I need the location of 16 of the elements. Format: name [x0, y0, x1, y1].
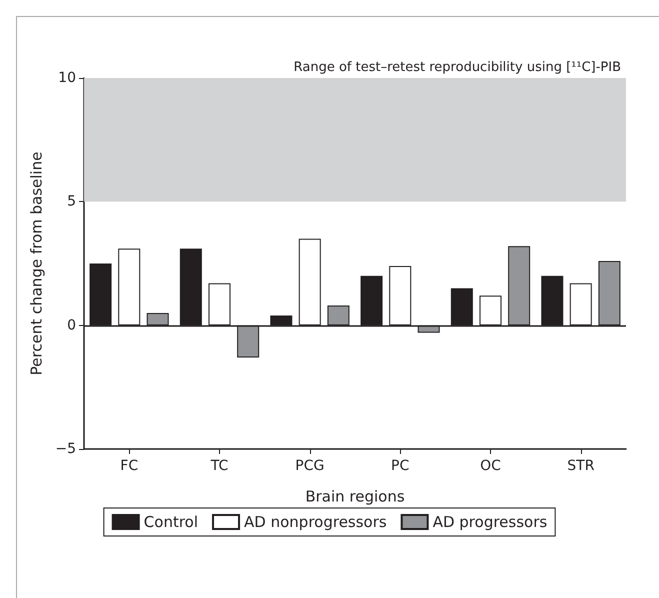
x-tick-label: TC — [210, 458, 228, 474]
band-label: Range of test–retest reproducibility using [¹¹C]-PIB — [294, 60, 621, 75]
x-tick-label: PC — [391, 458, 410, 474]
y-tick-label: 5 — [67, 194, 76, 210]
legend-label: AD progressors — [432, 513, 548, 531]
y-tick-label: −5 — [55, 441, 76, 457]
y-axis-title: Percent change from baseline — [28, 152, 46, 376]
x-tick-label: PCG — [295, 458, 324, 474]
x-tick-label: FC — [120, 458, 138, 474]
x-tick-label: OC — [480, 458, 502, 474]
y-tick-label: 10 — [58, 70, 76, 86]
x-tick-label: STR — [567, 458, 595, 474]
x-axis-title: Brain regions — [305, 488, 405, 506]
legend-label: Control — [144, 513, 198, 531]
legend-label: AD nonprogressors — [244, 513, 387, 531]
y-tick-label: 0 — [67, 317, 76, 334]
